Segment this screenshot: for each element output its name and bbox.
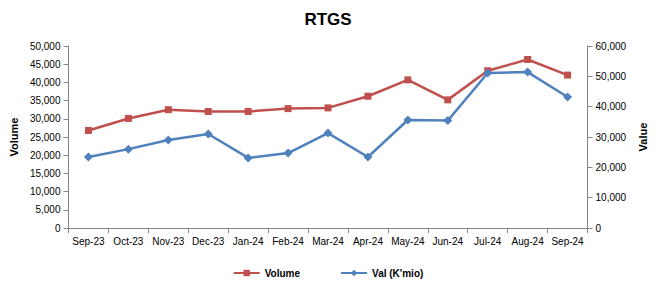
svg-text:Val (K'mio): Val (K'mio) bbox=[372, 268, 423, 279]
svg-text:Oct-23: Oct-23 bbox=[113, 236, 143, 247]
svg-text:Value: Value bbox=[637, 123, 649, 152]
svg-text:Jan-24: Jan-24 bbox=[233, 236, 264, 247]
svg-text:Jul-24: Jul-24 bbox=[474, 236, 502, 247]
svg-text:35,000: 35,000 bbox=[30, 95, 61, 106]
svg-text:Volume: Volume bbox=[265, 268, 301, 279]
svg-text:RTGS: RTGS bbox=[304, 10, 351, 29]
svg-text:20,000: 20,000 bbox=[30, 150, 61, 161]
svg-text:Nov-23: Nov-23 bbox=[152, 236, 185, 247]
svg-text:Jun-24: Jun-24 bbox=[432, 236, 463, 247]
svg-text:Aug-24: Aug-24 bbox=[512, 236, 545, 247]
svg-text:40,000: 40,000 bbox=[30, 77, 61, 88]
svg-text:10,000: 10,000 bbox=[596, 192, 627, 203]
svg-text:Mar-24: Mar-24 bbox=[312, 236, 344, 247]
svg-text:Feb-24: Feb-24 bbox=[272, 236, 304, 247]
svg-text:5,000: 5,000 bbox=[35, 204, 60, 215]
svg-text:30,000: 30,000 bbox=[596, 132, 627, 143]
svg-text:Sep-23: Sep-23 bbox=[72, 236, 105, 247]
svg-text:20,000: 20,000 bbox=[596, 162, 627, 173]
svg-text:45,000: 45,000 bbox=[30, 59, 61, 70]
svg-text:Volume: Volume bbox=[8, 118, 20, 157]
svg-text:Dec-23: Dec-23 bbox=[192, 236, 225, 247]
svg-text:60,000: 60,000 bbox=[596, 41, 627, 52]
svg-text:0: 0 bbox=[596, 223, 602, 234]
svg-text:50,000: 50,000 bbox=[30, 41, 61, 52]
svg-text:10,000: 10,000 bbox=[30, 186, 61, 197]
svg-text:May-24: May-24 bbox=[391, 236, 425, 247]
svg-text:Apr-24: Apr-24 bbox=[353, 236, 383, 247]
svg-text:15,000: 15,000 bbox=[30, 168, 61, 179]
svg-text:50,000: 50,000 bbox=[596, 71, 627, 82]
svg-text:40,000: 40,000 bbox=[596, 101, 627, 112]
svg-text:0: 0 bbox=[55, 223, 61, 234]
svg-text:30,000: 30,000 bbox=[30, 113, 61, 124]
svg-text:Sep-24: Sep-24 bbox=[551, 236, 584, 247]
svg-text:25,000: 25,000 bbox=[30, 132, 61, 143]
